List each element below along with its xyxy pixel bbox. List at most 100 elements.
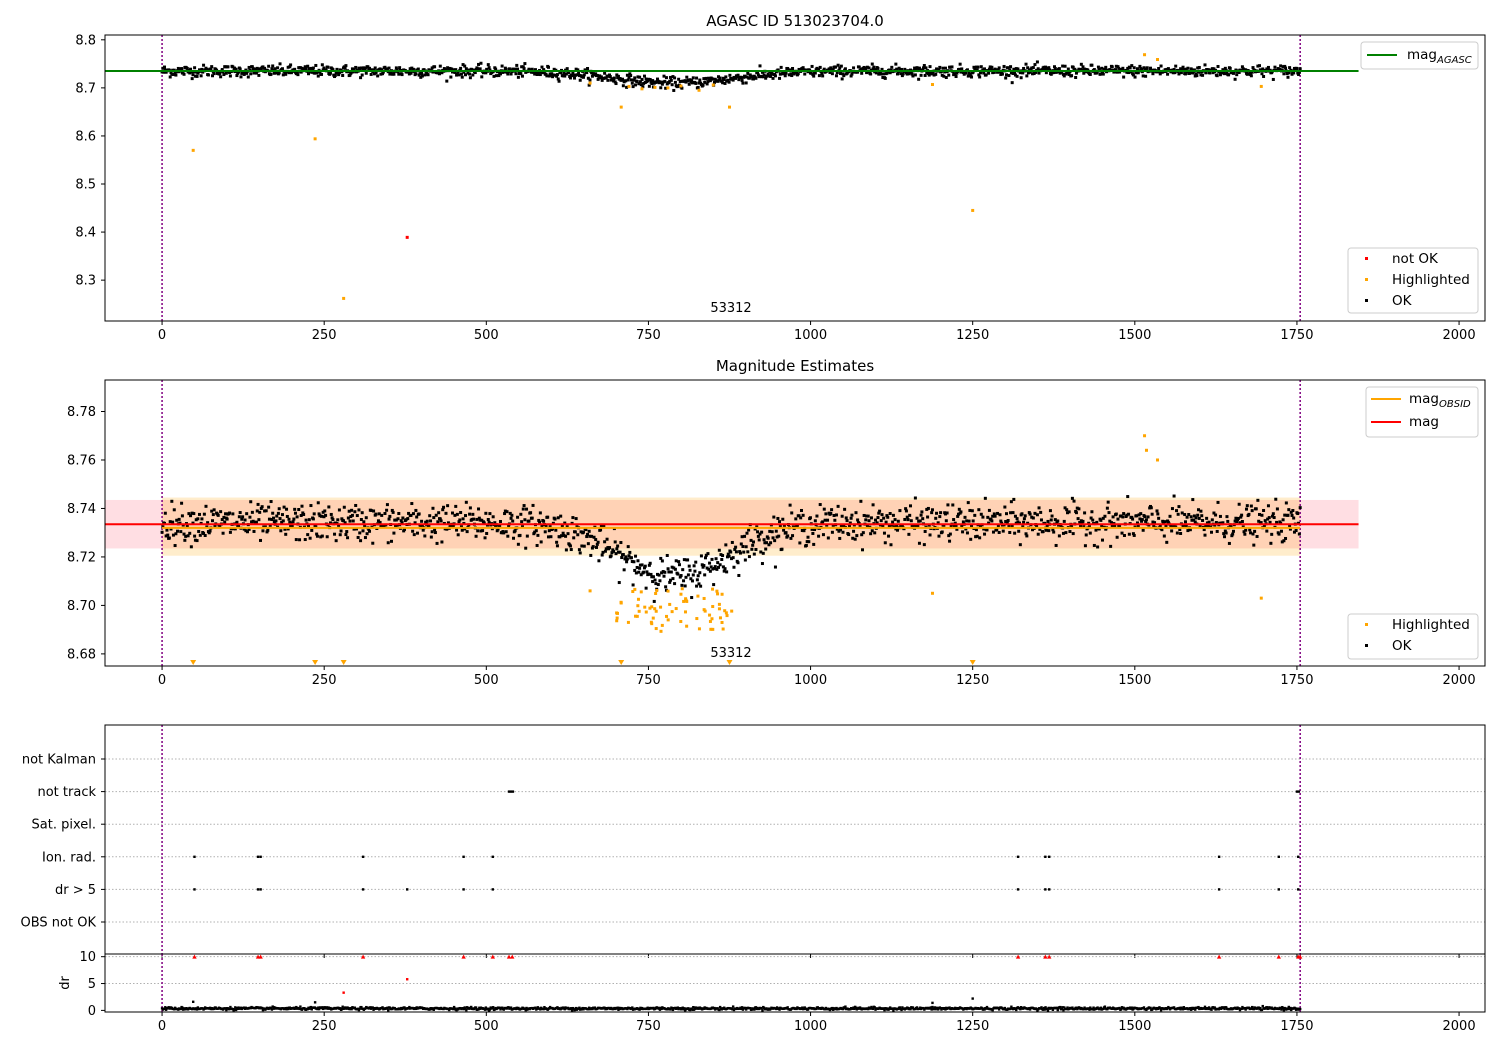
ok-point — [1244, 528, 1248, 532]
dr-point — [1089, 1006, 1092, 1009]
ok-point — [1184, 523, 1188, 527]
ok-point — [699, 584, 703, 588]
ok-point — [700, 563, 704, 567]
ok-point — [1083, 544, 1087, 548]
ok-point — [1097, 527, 1101, 531]
ok-point — [362, 66, 366, 70]
dr-point — [882, 1007, 885, 1010]
panel-2-plot-area: 0 250 500 750 1000 1250 1500 1750 20008.688.708.… — [67, 380, 1476, 688]
dr-point — [1213, 1006, 1216, 1009]
highlighted-point — [1144, 448, 1148, 452]
ok-point — [926, 506, 930, 510]
dr-point — [316, 1007, 319, 1011]
ok-point — [293, 511, 297, 515]
ok-point — [603, 540, 607, 544]
ok-point — [1279, 64, 1283, 68]
ok-point — [594, 72, 598, 76]
x-tick-label: 0 — [158, 673, 166, 688]
ok-point — [320, 63, 324, 67]
ok-point — [523, 518, 527, 522]
ok-point — [201, 70, 205, 74]
ok-point — [655, 572, 659, 576]
ok-point — [185, 524, 189, 528]
ok-point — [251, 67, 255, 71]
ok-point — [704, 553, 708, 557]
dr-point — [543, 1005, 546, 1009]
ok-point — [834, 74, 838, 78]
ok-point — [736, 73, 740, 77]
ok-point — [696, 574, 700, 578]
dr-point — [617, 1008, 620, 1011]
ok-point — [954, 524, 958, 528]
ok-point — [1180, 511, 1184, 515]
highlighted-point — [930, 83, 934, 87]
ok-point — [881, 75, 885, 79]
ok-point — [891, 513, 895, 517]
ok-point — [1281, 518, 1285, 522]
ok-point — [1186, 529, 1190, 533]
ok-point — [468, 72, 472, 76]
ok-point — [306, 533, 310, 537]
ok-point — [843, 67, 847, 71]
ok-point — [502, 531, 506, 535]
ok-point — [843, 507, 847, 511]
ok-point — [197, 529, 201, 533]
x-tick-label: 1000 — [794, 673, 827, 688]
dr-point — [1061, 1006, 1064, 1009]
ok-point — [1175, 509, 1179, 513]
ok-point — [180, 501, 184, 505]
ok-point — [349, 515, 353, 519]
ok-point — [1216, 64, 1220, 68]
ok-point — [829, 66, 833, 70]
ok-point — [1074, 511, 1078, 515]
ok-point — [802, 529, 806, 533]
ok-point — [177, 517, 181, 521]
ok-point — [1110, 524, 1114, 528]
highlighted-point — [588, 589, 592, 593]
ok-point — [626, 545, 630, 549]
ok-point — [668, 580, 672, 584]
ok-point — [503, 509, 507, 513]
ok-point — [770, 72, 774, 76]
highlighted-point — [666, 618, 670, 622]
ok-point — [407, 72, 411, 76]
ok-point — [989, 67, 993, 71]
ok-point — [775, 535, 779, 539]
ok-point — [446, 504, 450, 508]
ok-point — [664, 588, 668, 592]
ok-point — [1280, 68, 1284, 72]
dr-point — [852, 1006, 855, 1009]
ok-point — [510, 513, 514, 517]
flag-point — [405, 888, 409, 891]
ok-point — [976, 65, 980, 69]
ok-point — [211, 519, 215, 523]
ok-point — [1253, 529, 1257, 533]
ok-point — [1197, 65, 1201, 69]
dr-point — [574, 1006, 578, 1010]
y-tick-label: 8.76 — [67, 453, 96, 468]
dr-point — [931, 1005, 934, 1009]
highlighted-point — [313, 137, 317, 141]
ok-point — [669, 78, 673, 82]
ok-point — [549, 73, 553, 77]
ok-point — [390, 508, 394, 512]
dr-point — [173, 1008, 176, 1011]
ok-point — [165, 528, 169, 532]
dr-point — [1178, 1006, 1181, 1010]
ok-point — [1050, 514, 1054, 518]
ok-point — [685, 75, 689, 79]
highlighted-point — [191, 148, 195, 152]
ok-point — [791, 66, 795, 70]
ok-point — [713, 565, 717, 569]
ok-point — [192, 512, 196, 516]
ok-point — [817, 534, 821, 538]
highlighted-point — [626, 620, 630, 624]
ok-point — [171, 520, 175, 524]
ok-point — [640, 563, 644, 567]
dr-point — [1223, 1007, 1226, 1011]
ok-point — [638, 563, 642, 567]
ok-point — [1114, 68, 1118, 72]
ok-point — [582, 544, 586, 548]
ok-point — [517, 72, 521, 76]
ok-point — [440, 540, 444, 544]
